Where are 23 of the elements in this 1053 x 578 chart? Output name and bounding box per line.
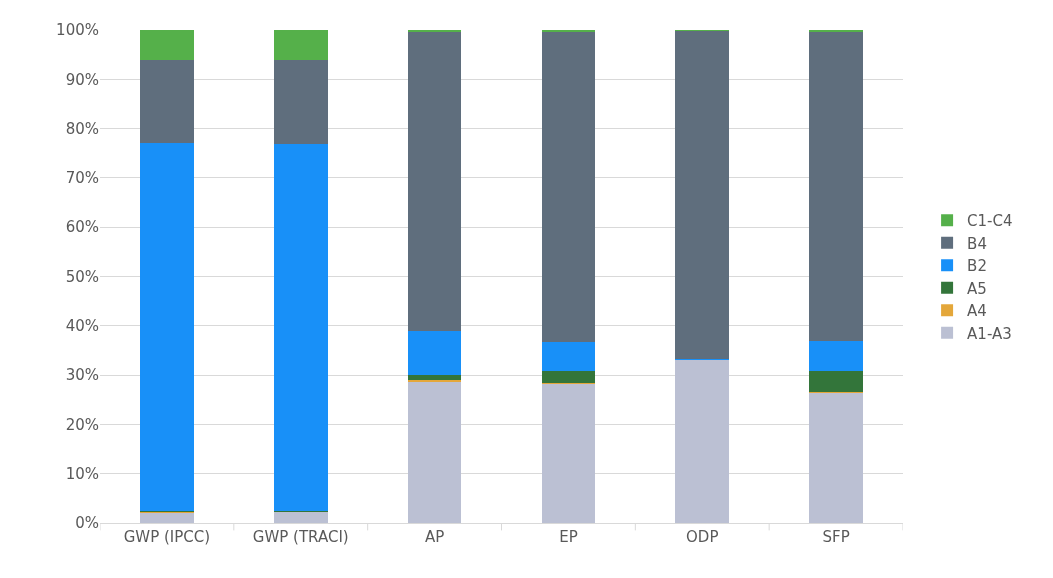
legend-label: A5 [967, 279, 987, 298]
y-tick-label: 10% [65, 464, 99, 483]
legend-label: B4 [967, 234, 987, 253]
y-tick-label: 50% [65, 267, 99, 286]
x-tick-label: SFP [822, 528, 850, 546]
y-tick-label: 100% [56, 21, 99, 40]
y-tick-label: 20% [65, 415, 99, 434]
x-tick-label: GWP (IPCC) [123, 528, 211, 546]
legend-label: C1-C4 [967, 212, 1013, 231]
legend-label: A1-A3 [967, 324, 1012, 343]
x-tick-label: AP [424, 528, 445, 546]
x-tick-label: EP [559, 528, 578, 546]
legend-label: B2 [967, 257, 987, 276]
y-tick-label: 40% [65, 317, 99, 336]
x-tick-label: GWP (TRACI) [252, 528, 349, 546]
y-tick-label: 30% [65, 366, 99, 385]
x-tick-label: ODP [686, 528, 719, 546]
y-tick-label: 70% [65, 169, 99, 188]
y-tick-label: 90% [65, 70, 99, 89]
legend-label: A4 [967, 302, 987, 321]
y-tick-label: 80% [65, 119, 99, 138]
y-tick-label: 60% [65, 218, 99, 237]
y-tick-label: 0% [75, 514, 99, 533]
